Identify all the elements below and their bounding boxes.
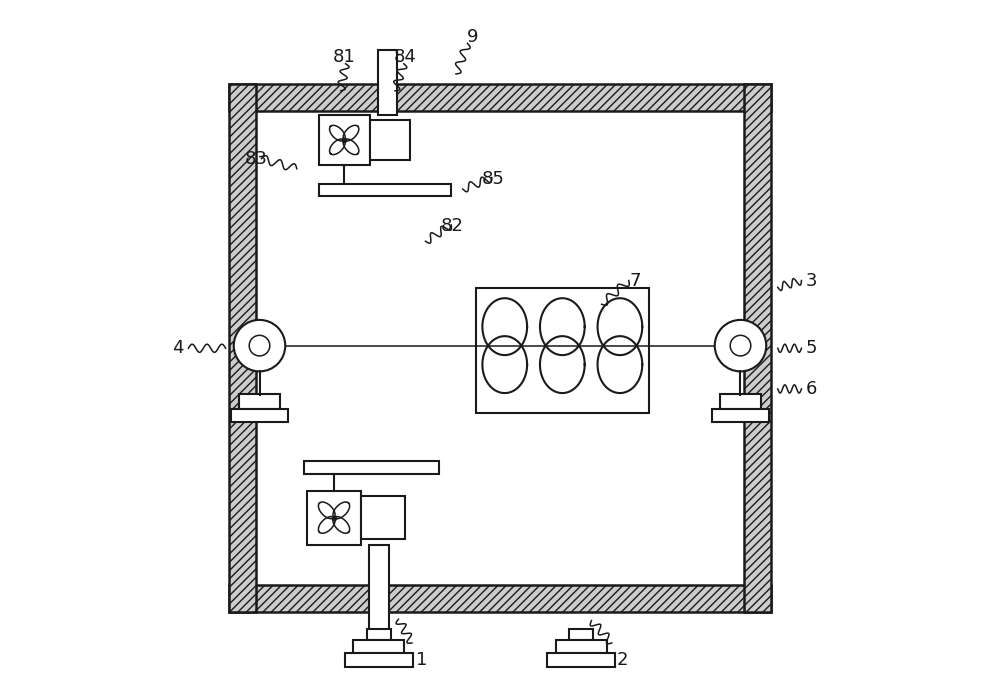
FancyBboxPatch shape [370, 120, 410, 161]
Text: 9: 9 [467, 27, 479, 46]
FancyBboxPatch shape [712, 408, 769, 422]
Circle shape [730, 335, 751, 356]
FancyBboxPatch shape [369, 545, 389, 653]
FancyBboxPatch shape [319, 115, 370, 165]
Text: 4: 4 [172, 339, 184, 357]
Text: 82: 82 [441, 217, 464, 236]
Text: 7: 7 [630, 272, 641, 290]
FancyBboxPatch shape [367, 630, 391, 639]
Text: 6: 6 [806, 380, 817, 398]
FancyBboxPatch shape [361, 496, 405, 540]
Circle shape [715, 320, 766, 372]
Text: 2: 2 [616, 651, 628, 669]
Text: 81: 81 [333, 48, 356, 66]
FancyBboxPatch shape [744, 84, 771, 613]
Text: 83: 83 [245, 150, 268, 167]
FancyBboxPatch shape [476, 288, 649, 413]
FancyBboxPatch shape [229, 585, 771, 613]
FancyBboxPatch shape [378, 50, 397, 115]
Text: 5: 5 [806, 339, 817, 357]
FancyBboxPatch shape [231, 408, 288, 422]
Text: 1: 1 [416, 651, 428, 669]
FancyBboxPatch shape [319, 184, 451, 196]
FancyBboxPatch shape [304, 462, 439, 473]
Circle shape [249, 335, 270, 356]
FancyBboxPatch shape [229, 84, 256, 613]
FancyBboxPatch shape [720, 393, 761, 408]
Text: 3: 3 [806, 272, 817, 290]
Circle shape [234, 320, 285, 372]
FancyBboxPatch shape [239, 393, 280, 408]
FancyBboxPatch shape [353, 639, 404, 653]
FancyBboxPatch shape [569, 630, 593, 639]
FancyBboxPatch shape [547, 653, 615, 667]
Text: 84: 84 [394, 48, 417, 66]
FancyBboxPatch shape [345, 653, 413, 667]
FancyBboxPatch shape [307, 490, 361, 545]
FancyBboxPatch shape [229, 84, 771, 111]
Text: 85: 85 [482, 170, 505, 188]
FancyBboxPatch shape [556, 639, 607, 653]
